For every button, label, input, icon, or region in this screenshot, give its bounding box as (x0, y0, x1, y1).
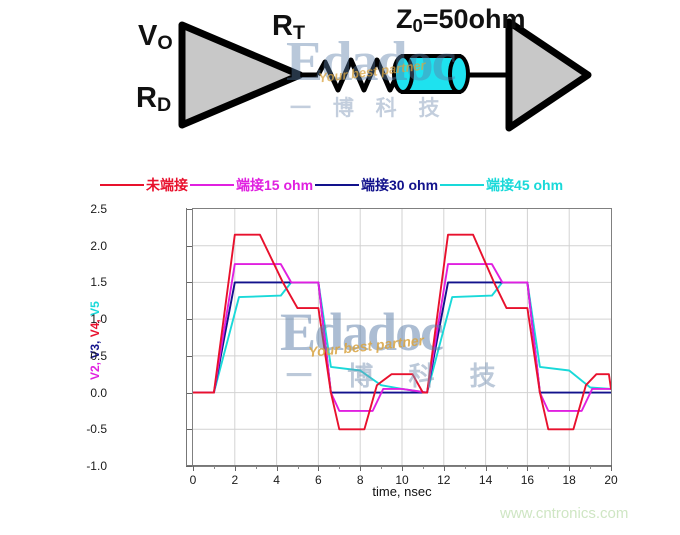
label-v0: VO (138, 20, 173, 54)
driver-buffer-icon (178, 21, 304, 129)
y-tick-mark (186, 392, 192, 394)
x-minor-tick (255, 465, 257, 469)
x-tick-label: 6 (315, 473, 322, 487)
x-tick-mark (360, 465, 362, 471)
legend-label-0: 未端接 (146, 177, 188, 193)
legend-swatch-1 (190, 184, 234, 186)
x-tick-label: 16 (520, 473, 535, 487)
x-tick-mark (193, 465, 194, 471)
y-tick-mark (186, 245, 192, 247)
circuit-diagram: Edadoc Your best partner 一 博 科 技 VO RD R… (0, 0, 680, 155)
y-tick-mark (186, 319, 192, 321)
x-axis-title: time, nsec (372, 484, 432, 499)
x-tick-mark (318, 465, 320, 471)
plot-area (192, 208, 612, 467)
x-tick-label: 8 (356, 473, 364, 487)
legend-item-1[interactable]: 端接15 ohm (190, 175, 313, 195)
x-tick-label: 10 (395, 473, 409, 487)
y-tick-label: 1.0 (90, 312, 107, 327)
legend-item-3[interactable]: 端接45 ohm (440, 175, 563, 195)
legend-swatch-2 (315, 184, 360, 186)
y-tick-label: -1.0 (86, 459, 107, 473)
y-tick-label: 0.5 (90, 348, 107, 363)
x-tick-label: 14 (478, 473, 493, 487)
legend-swatch-0 (100, 184, 144, 186)
label-z0-value: =50ohm (422, 4, 526, 34)
x-tick-label: 18 (562, 473, 576, 487)
x-tick-mark (611, 465, 612, 471)
y-tick-label: 2.0 (90, 238, 107, 253)
y-tick-mark (186, 209, 192, 210)
x-tick-mark (443, 465, 445, 471)
label-rt: RT (272, 10, 305, 44)
label-v0-text: V (138, 20, 158, 52)
y-tick-label: 1.5 (90, 275, 107, 290)
circuit-svg (178, 18, 592, 132)
x-tick-mark (527, 465, 529, 471)
transmission-line-icon (392, 54, 470, 94)
label-z0-sub: 0 (412, 15, 423, 36)
y-tick-label: 0.0 (90, 385, 107, 400)
x-minor-tick (464, 465, 466, 469)
y-tick-mark (186, 429, 192, 431)
receiver-buffer-icon (505, 18, 592, 132)
x-tick-mark (402, 465, 403, 471)
y-tick-mark (186, 282, 192, 284)
legend-swatch-3 (440, 184, 485, 186)
x-minor-tick (339, 465, 341, 469)
x-minor-tick (506, 465, 508, 469)
x-tick-label: 20 (604, 473, 618, 487)
y-tick-mark (186, 466, 192, 467)
x-minor-tick (422, 465, 424, 469)
y-tick-label: -0.5 (86, 422, 107, 437)
plot-svg (193, 209, 611, 466)
label-rt-text: R (272, 10, 293, 42)
label-rd: RD (136, 82, 172, 116)
legend-item-0[interactable]: 未端接 (100, 175, 188, 195)
legend-label-3: 端接45 ohm (486, 177, 564, 193)
x-tick-mark (234, 465, 236, 471)
y-tick-label: 2.5 (90, 202, 107, 216)
legend-label-1: 端接15 ohm (236, 177, 314, 193)
x-minor-tick (381, 465, 383, 469)
x-tick-mark (276, 465, 278, 471)
label-rd-text: R (136, 82, 157, 114)
y-tick-mark (186, 355, 192, 357)
label-rt-sub: T (292, 22, 305, 44)
y-axis-spine (186, 208, 187, 465)
x-tick-label: 0 (189, 473, 197, 487)
x-tick-label: 4 (273, 473, 280, 487)
label-v0-sub: O (157, 32, 173, 54)
x-tick-mark (569, 465, 571, 471)
x-minor-tick (590, 465, 592, 469)
x-axis-spine (186, 465, 611, 466)
label-z0-text: Z (396, 4, 413, 34)
legend-item-2[interactable]: 端接30 ohm (315, 175, 438, 195)
x-tick-label: 2 (231, 473, 239, 487)
x-tick-mark (485, 465, 487, 471)
chart-legend: 未端接 端接15 ohm 端接30 ohm 端接45 ohm (100, 174, 640, 196)
x-tick-label: 12 (437, 473, 451, 487)
label-rd-sub: D (156, 94, 172, 116)
legend-label-2: 端接30 ohm (361, 177, 439, 193)
label-z0: Z0=50ohm (396, 4, 526, 36)
x-minor-tick (297, 465, 299, 469)
site-url: www.cntronics.com (500, 505, 629, 522)
waveform-chart: V2, V3, V4, V5 Edadoc Your best partner … (86, 196, 635, 499)
x-minor-tick (213, 465, 215, 469)
x-minor-tick (548, 465, 550, 469)
